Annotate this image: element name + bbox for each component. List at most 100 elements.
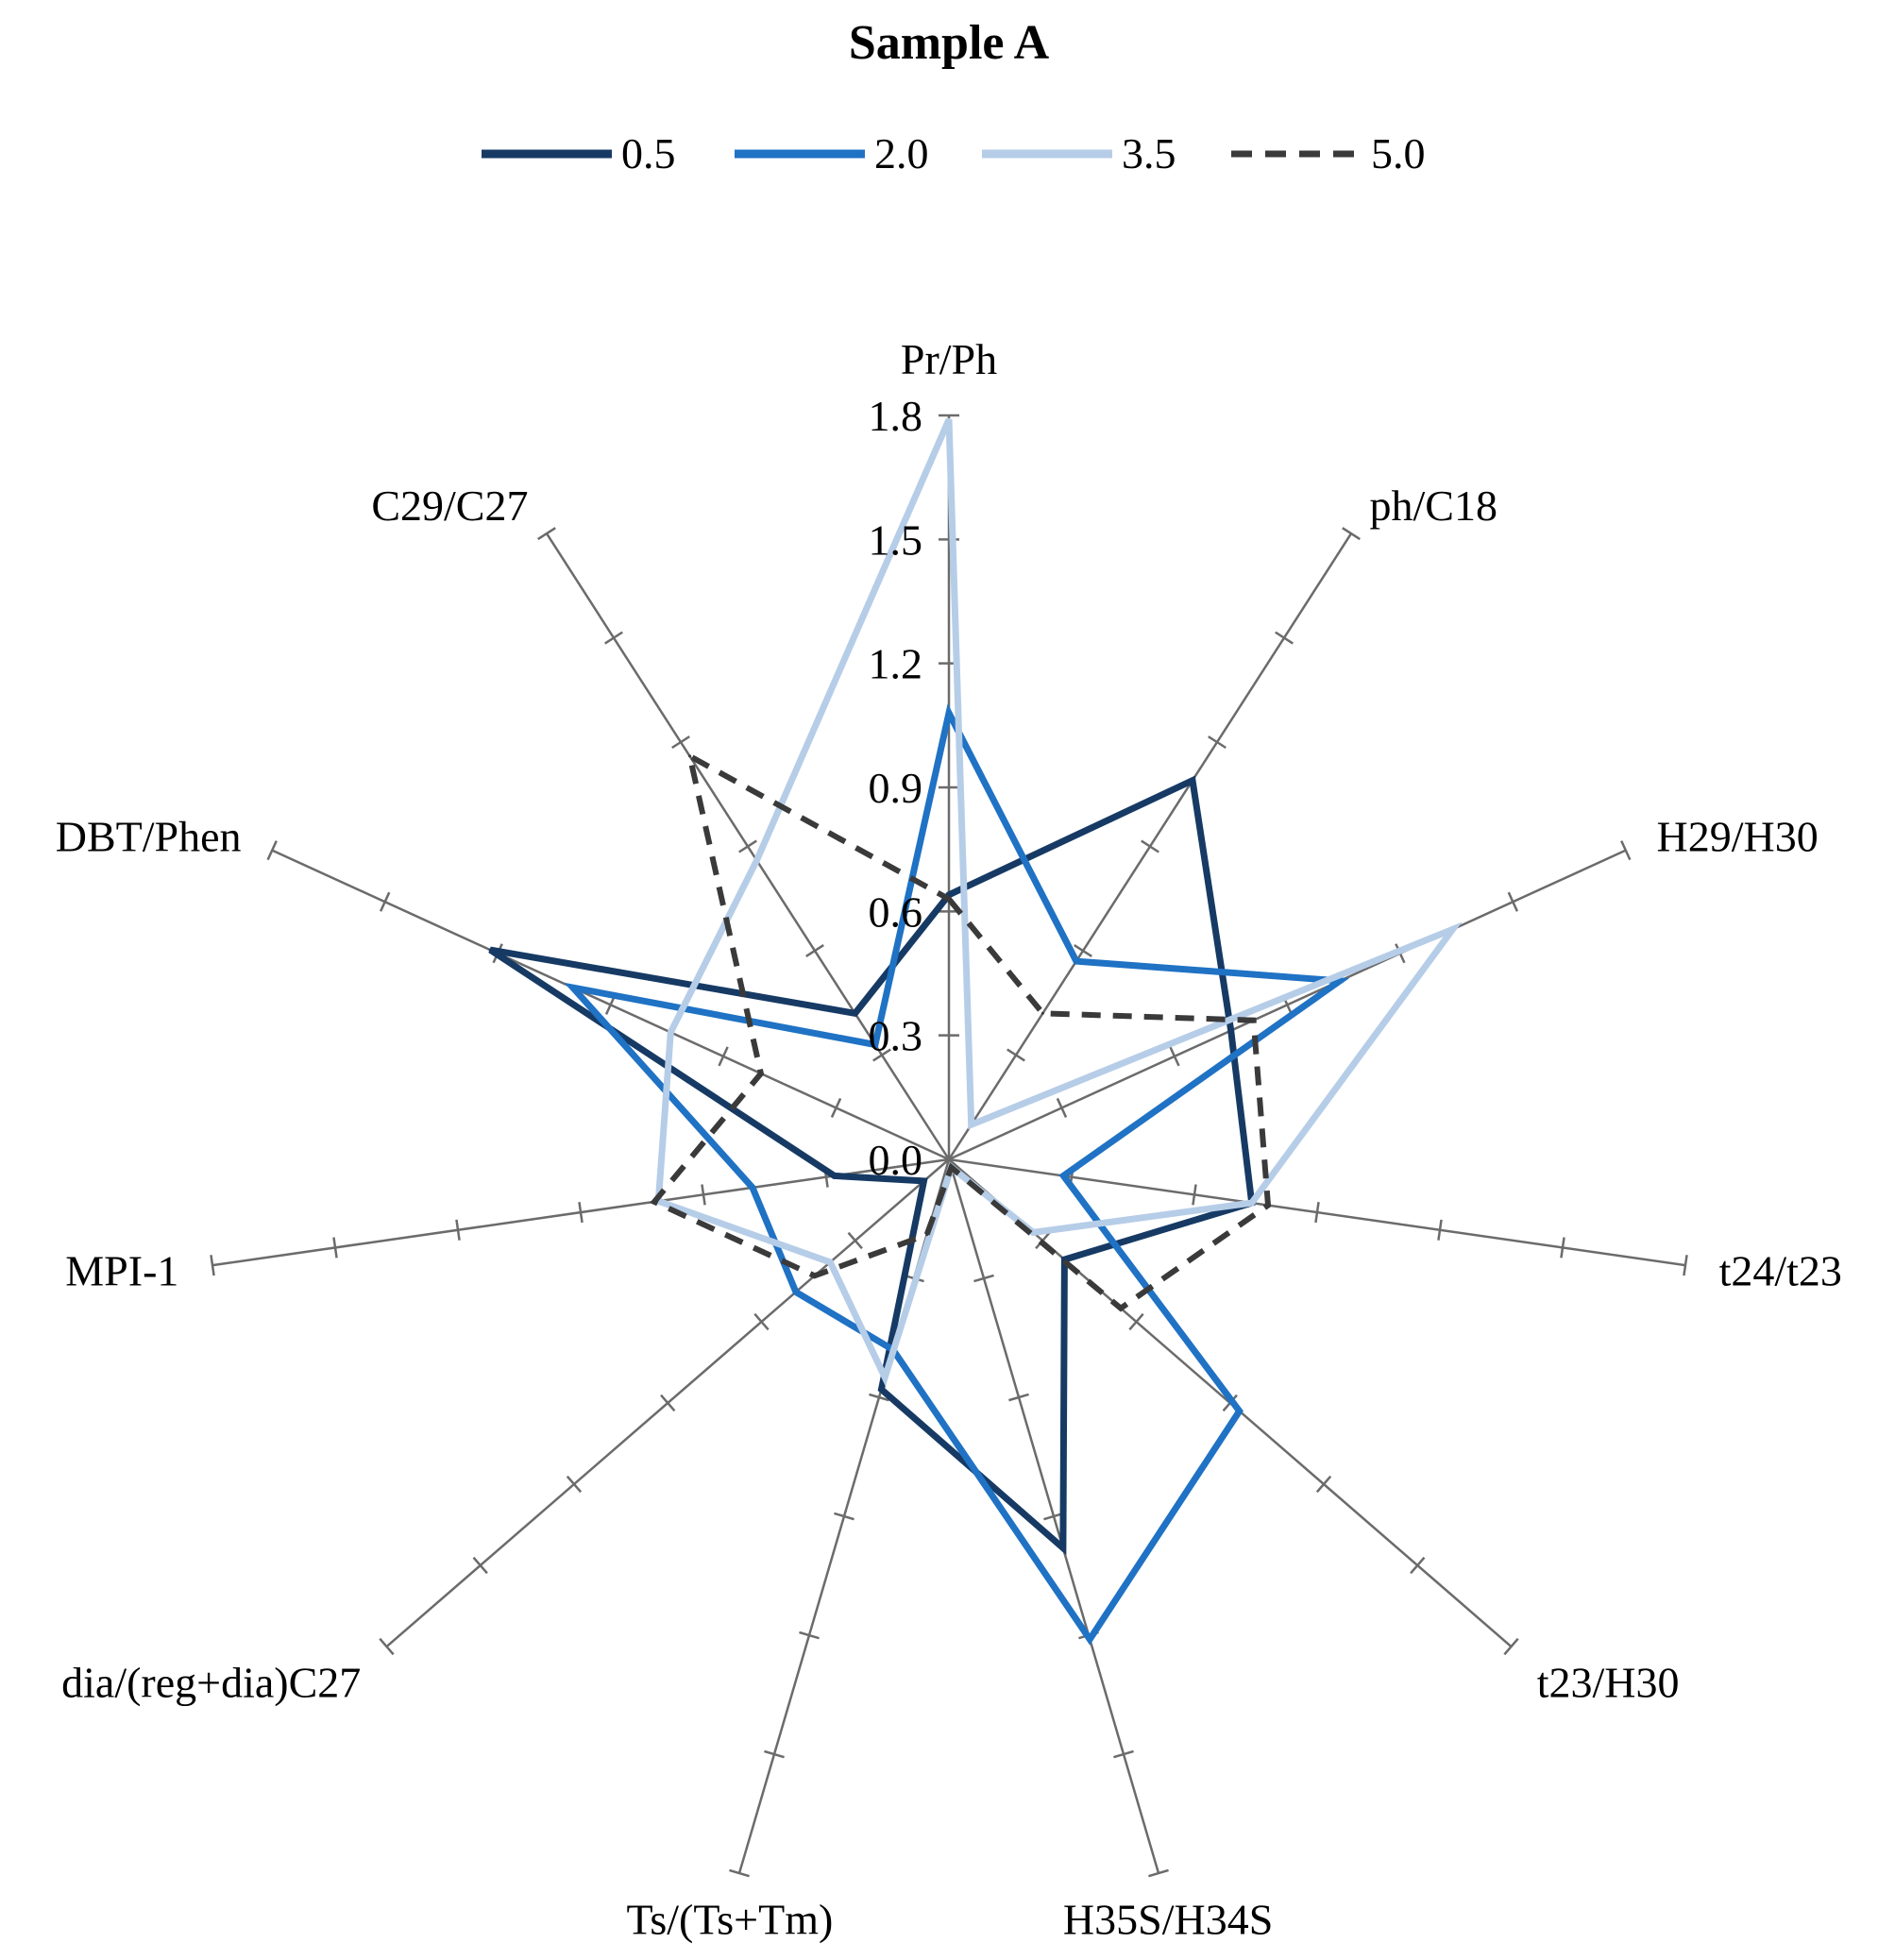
legend-item: 2.0 [735,129,929,177]
data-point [1338,979,1342,983]
axis-label: t23/H30 [1537,1659,1680,1707]
tick-mark [379,1637,395,1656]
tick-label: 0.3 [869,1012,923,1060]
tick-mark [671,735,690,750]
tick-labels: 0.0 0.3 0.6 0.9 1.2 1.5 1.8 [869,392,923,1184]
tick-mark [1141,839,1159,853]
data-point [947,897,951,901]
data-point [759,1072,763,1075]
data-point [1074,959,1078,963]
tick-mark [805,944,824,958]
data-point [652,1200,656,1204]
axis-label: t24/t23 [1719,1246,1842,1294]
tick-mark [332,1237,338,1259]
tick-mark [379,891,391,912]
data-point [925,1233,929,1237]
data-point [1191,779,1194,783]
axis-label: dia/(reg+dia)C27 [61,1659,361,1707]
axis-label: MPI-1 [65,1246,178,1294]
data-point [1229,1029,1233,1033]
data-point [751,1186,754,1190]
tick-mark [578,1202,584,1224]
tick-label: 0.0 [869,1136,923,1184]
data-point [880,1388,883,1392]
data-point [1252,1019,1256,1022]
legend-label: 5.0 [1371,129,1426,177]
tick-mark [729,1868,750,1878]
data-point [755,858,758,862]
tick-mark [799,1631,820,1640]
tick-mark [1056,1097,1068,1118]
tick-mark [1275,631,1294,645]
tick-mark [869,1393,889,1402]
data-point [833,1174,837,1177]
tick-mark [1192,1184,1197,1206]
tick-mark [537,527,556,541]
tick-mark [1148,1868,1169,1878]
tick-mark [764,1749,785,1759]
tick-mark [834,1512,854,1521]
axes [210,414,1688,1878]
tick-mark [604,631,623,645]
series-line [650,750,1272,1312]
data-point [1088,1637,1091,1641]
tick-mark [738,839,757,853]
axis-label: ph/C18 [1370,482,1497,530]
data-point [1250,1201,1254,1205]
tick-label: 0.6 [869,887,923,936]
axis-labels: Pr/Ph ph/C18 H29/H30 t24/t23 t23/H30 H35S/H34… [56,335,1842,1944]
tick-mark [660,1394,676,1412]
tick-mark [1315,1475,1332,1494]
data-point [1031,1230,1035,1234]
tick-mark [266,840,278,861]
tick-mark [1620,840,1632,861]
legend: 0.5 2.0 3.5 5.0 [482,129,1426,177]
data-point [1061,1546,1065,1550]
tick-mark [472,1556,488,1575]
tick-mark [1169,1046,1180,1067]
tick-mark [1074,944,1092,958]
data-point [813,1274,817,1277]
legend-label: 2.0 [874,129,929,177]
tick-mark [973,1274,994,1283]
tick-mark [210,1255,215,1276]
data-point [947,711,951,715]
tick-mark [1208,735,1227,750]
tick-mark [1128,1312,1144,1331]
data-point [854,1011,857,1015]
tick-mark [718,1046,729,1067]
data-point [1041,1011,1044,1015]
data-point [1061,1174,1065,1177]
data-point [922,1179,925,1183]
data-point [794,1291,798,1293]
tick-label: 1.5 [869,515,923,564]
legend-item: 0.5 [482,129,676,177]
data-point [970,1123,973,1126]
data-point [668,1030,672,1034]
data-point [947,417,951,421]
data-point [488,948,492,952]
chart-title: Sample A [849,16,1050,70]
tick-mark [1342,527,1361,541]
data-point [828,1260,832,1264]
tick-mark [1008,1393,1029,1402]
tick-mark [1683,1255,1688,1276]
tick-label: 0.9 [869,764,923,812]
data-point [1119,1307,1123,1310]
data-point [950,1165,953,1169]
tick-mark [1007,1048,1025,1062]
tick-mark [701,1184,706,1206]
series-line [654,418,1463,1387]
tick-mark [455,1219,461,1241]
tick-label: 1.8 [869,392,923,440]
tick-mark [1507,891,1519,912]
tick-mark [830,1097,842,1118]
data-point [571,986,575,989]
data-point [688,754,691,758]
axis-label: Pr/Ph [901,335,997,383]
tick-mark [847,1231,863,1250]
tick-mark [753,1312,770,1331]
tick-mark [872,1048,891,1062]
axis-label: Ts/(Ts+Tm) [626,1896,833,1944]
